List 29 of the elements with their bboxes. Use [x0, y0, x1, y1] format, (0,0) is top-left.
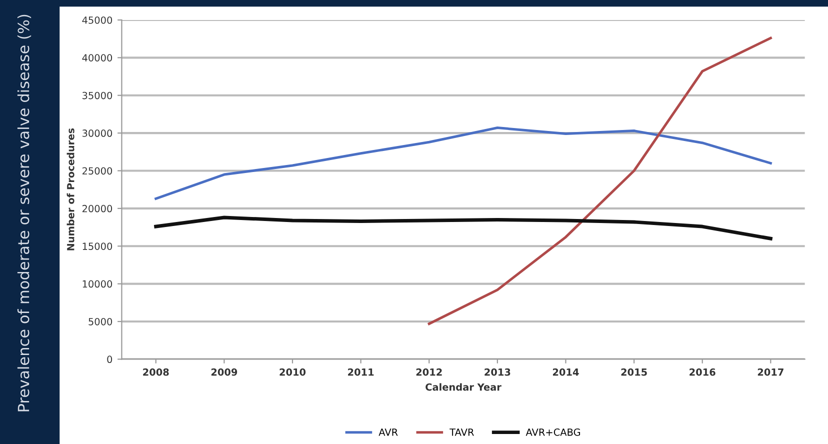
y-tick-label: 20000 — [82, 204, 112, 212]
y-tick-label: 5000 — [88, 318, 112, 326]
x-tick-label: 2013 — [484, 368, 510, 376]
x-tick-label: 2011 — [348, 368, 374, 376]
y-tick-label: 45000 — [82, 16, 112, 24]
legend-label: AVR — [378, 428, 398, 436]
y-tick-label: 35000 — [82, 92, 112, 100]
x-axis-title: Calendar Year — [426, 383, 502, 391]
x-tick-label: 2015 — [621, 368, 647, 376]
y-tick-label: 10000 — [82, 280, 112, 288]
y-tick-label: 30000 — [82, 130, 112, 137]
line-series — [428, 36, 772, 326]
x-tick-label: 2014 — [552, 368, 579, 376]
line-series — [154, 126, 772, 200]
x-tick-label: 2008 — [143, 368, 169, 376]
x-tick-label: 2017 — [758, 368, 784, 376]
x-tick-label: 2009 — [211, 368, 238, 376]
legend-label: AVR+CABG — [526, 428, 580, 436]
y-tick-label: 0 — [107, 356, 112, 364]
y-axis-title: Number of Procedures — [66, 128, 74, 250]
y-tick-label: 15000 — [82, 242, 112, 250]
legend-label: TAVR — [450, 428, 474, 436]
y-tick-label: 40000 — [82, 54, 112, 62]
text: Prevalence of moderate or severe valve disease (%) — [17, 14, 32, 412]
line-series — [154, 216, 772, 240]
x-tick-label: 2012 — [416, 368, 442, 376]
y-tick-label: 25000 — [82, 167, 112, 175]
x-tick-label: 2010 — [280, 368, 306, 376]
x-tick-label: 2016 — [690, 368, 716, 376]
